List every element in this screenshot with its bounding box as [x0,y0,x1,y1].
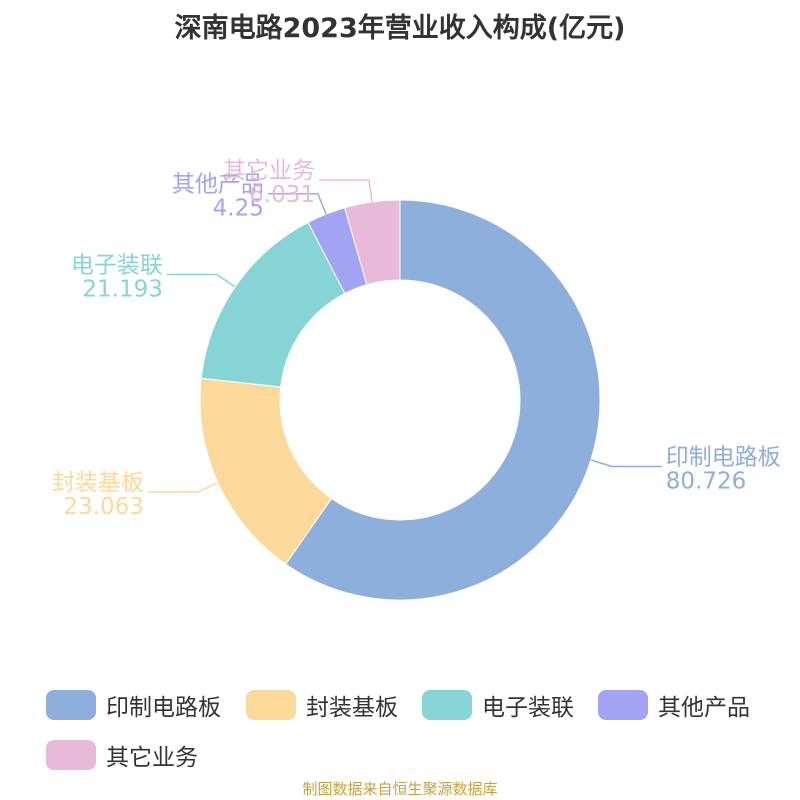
legend-label: 电子装联 [482,695,574,721]
slice-label-3: 电子装联 [71,252,163,278]
slice-label-4: 其他产品 [172,172,264,198]
source-note: 制图数据来自恒生聚源数据库 [302,780,498,798]
legend-item-1[interactable]: 印制电路板 [46,688,221,722]
slice-label-1: 印制电路板 [666,444,781,470]
legend-swatch [46,690,96,720]
legend-swatch [422,690,472,720]
slice-value-4: 4.25 [213,196,264,222]
legend-item-2[interactable]: 封装基板 [246,688,398,722]
slice-label-2: 封装基板 [52,470,144,496]
leader-line-3 [166,273,236,288]
chart-title: 深南电路2023年营业收入构成(亿元) [174,13,626,44]
legend-label: 其它业务 [106,745,198,771]
leader-line-1 [590,459,662,468]
slice-value-5: 6.031 [249,182,315,208]
leader-line-5 [319,179,373,203]
slice-5[interactable] [344,199,401,286]
slice-1[interactable] [285,199,601,601]
legend-item-4[interactable]: 其他产品 [598,688,750,722]
legend-swatch [246,690,296,720]
slice-value-3: 21.193 [82,276,162,302]
legend-swatch [598,690,648,720]
legend-item-3[interactable]: 电子装联 [422,688,574,722]
legend-label: 其他产品 [658,695,750,721]
legend-item-5[interactable]: 其它业务 [46,738,198,772]
leader-line-2 [147,482,219,493]
legend-swatch [46,740,96,770]
legend-label: 封装基板 [306,695,398,721]
slice-value-2: 23.063 [63,494,143,520]
leader-line-4 [267,192,327,215]
legend-label: 印制电路板 [106,695,221,721]
slice-label-5: 其它业务 [223,158,315,184]
slice-value-1: 80.726 [666,468,746,494]
